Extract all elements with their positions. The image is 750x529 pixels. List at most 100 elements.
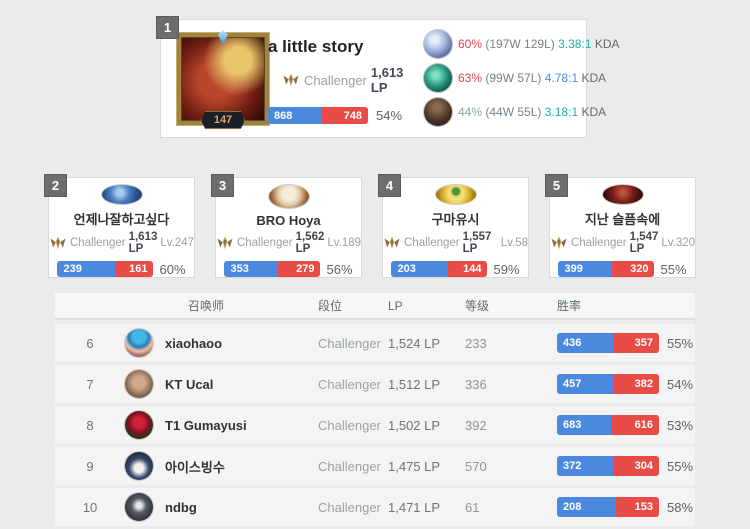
tier-line: Challenger 1,613 LP [282, 65, 418, 95]
gem-icon [218, 30, 228, 45]
losses-segment: 153 [615, 497, 659, 517]
rank5-player-card[interactable]: 5 지난 슬픔속에 Challenger 1,547 LP Lv.320 399… [545, 174, 696, 278]
level-label: Lv.189 [327, 237, 362, 249]
losses-segment: 279 [278, 261, 321, 277]
winrate-value: 55% [667, 458, 694, 474]
wins-segment: 353 [224, 261, 279, 277]
rank3-player-card[interactable]: 3 BRO Hoya Challenger 1,562 LP Lv.189 35… [211, 174, 362, 278]
level-value: 61 [465, 499, 480, 515]
summoner-name[interactable]: 지난 슬픔속에 [584, 212, 661, 227]
losses-segment: 161 [114, 261, 154, 277]
blue-hair-girl-summoner-icon[interactable] [125, 329, 153, 357]
champ-kda: 3.18:1 [544, 104, 579, 119]
champion-stat-row[interactable]: 60% (197W 129L) 3.38:1 KDA [424, 28, 620, 59]
winloss-bar: 457 382 [557, 374, 659, 394]
rank-number-badge: 4 [378, 174, 401, 197]
blue-orb-summoner-icon[interactable] [101, 185, 142, 204]
table-row[interactable]: 6 xiaohaoo Challenger 1,524 LP 233 436 3… [55, 324, 695, 362]
champion-stat-row[interactable]: 63% (99W 57L) 4.78:1 KDA [424, 62, 620, 93]
level-value: 570 [465, 458, 487, 474]
summoner-name[interactable]: KT Ucal [165, 376, 214, 392]
rank1-player-card[interactable]: 1 147 a little story Challenger 1,613 LP… [156, 16, 620, 138]
kda-label: KDA [594, 36, 620, 51]
row-rank: 7 [86, 376, 94, 392]
tier-label: Challenger [318, 335, 381, 351]
summoner-name[interactable]: BRO Hoya [256, 213, 321, 228]
summoner-name[interactable]: 언제나잘하고싶다 [73, 212, 170, 227]
header-level: 等级 [465, 299, 490, 313]
losses-segment: 616 [610, 415, 659, 435]
summoner-name[interactable]: 아이스빙수 [165, 459, 225, 475]
tier-label: Challenger [69, 237, 126, 249]
lp-value: 1,524 LP [388, 335, 441, 351]
champ-winrate: 63% [458, 70, 483, 85]
frost-champion-icon [424, 29, 452, 58]
tier-label: Challenger [404, 237, 460, 249]
row-rank: 6 [86, 335, 94, 351]
summoner-name[interactable]: ndbg [165, 499, 197, 515]
wins-segment: 239 [57, 261, 115, 277]
champ-kda: 3.38:1 [558, 36, 592, 51]
level-value: 392 [465, 417, 487, 433]
lp-value: 1,613 LP [370, 65, 404, 95]
challenger-crest-icon [551, 236, 567, 250]
losses-segment: 748 [321, 107, 368, 124]
lp-value: 1,475 LP [388, 458, 441, 474]
lp-value: 1,557 LP [462, 231, 492, 255]
wins-segment: 868 [268, 107, 322, 124]
rank2-player-card[interactable]: 2 언제나잘하고싶다 Challenger 1,613 LP Lv.247 23… [44, 174, 195, 278]
winrate-value: 55% [660, 261, 687, 277]
winrate-value: 60% [159, 261, 186, 277]
winloss-bar: 372 304 [557, 456, 659, 476]
golden-sprout-summoner-icon[interactable] [435, 185, 476, 204]
rank-number-badge: 3 [211, 174, 234, 197]
challenger-crest-icon [50, 236, 66, 250]
level-value: 233 [465, 335, 487, 351]
rank1-summoner-avatar[interactable]: 147 [177, 30, 269, 129]
summoner-name[interactable]: 구마유시 [431, 212, 480, 227]
losses-segment: 144 [447, 261, 488, 277]
rank4-player-card[interactable]: 4 구마유시 Challenger 1,557 LP Lv.58 203 144… [378, 174, 529, 278]
dark-champion-icon [424, 97, 452, 126]
champ-record: (44W 55L) [485, 104, 542, 119]
tier-label: Challenger [236, 237, 293, 249]
champ-record: (197W 129L) [485, 36, 555, 51]
header-lp: LP [388, 298, 403, 313]
lp-value: 1,613 LP [128, 231, 158, 255]
ranking-table: 召唤师 段位 LP 等级 胜率 6 xiaohaoo Challenger 1,… [55, 293, 695, 529]
table-row[interactable]: 9 아이스빙수 Challenger 1,475 LP 570 372 304 … [55, 447, 695, 485]
level-label: Lv.58 [500, 237, 528, 249]
tier-label: Challenger [318, 417, 381, 433]
header-winrate: 胜率 [557, 299, 582, 313]
summoner-name[interactable]: xiaohaoo [165, 335, 223, 351]
winloss-bar: 208 153 [557, 497, 659, 517]
challenger-crest-icon [283, 73, 299, 87]
row-rank: 10 [82, 499, 98, 515]
summoner-name[interactable]: T1 Gumayusi [165, 417, 247, 433]
header-summoner: 召唤师 [188, 299, 225, 313]
losses-segment: 357 [613, 333, 659, 353]
red-rose-summoner-icon[interactable] [125, 411, 153, 439]
challenger-crest-icon [384, 236, 400, 250]
winloss-bar: 436 357 [557, 333, 659, 353]
row-rank: 8 [86, 417, 94, 433]
table-row[interactable]: 7 KT Ucal Challenger 1,512 LP 336 457 38… [55, 365, 695, 403]
rank-number-badge: 2 [44, 174, 67, 197]
winrate-value: 58% [667, 499, 694, 515]
dark-skull-summoner-icon[interactable] [602, 185, 643, 204]
table-row[interactable]: 10 ndbg Challenger 1,471 LP 61 208 153 5… [55, 488, 695, 526]
kda-label: KDA [581, 70, 607, 85]
winloss-bar: 239 161 [57, 261, 154, 277]
screaming-poro-summoner-icon[interactable] [268, 185, 309, 208]
champion-stat-row[interactable]: 44% (44W 55L) 3.18:1 KDA [424, 96, 620, 127]
lp-value: 1,502 LP [388, 417, 441, 433]
penguin-summoner-icon[interactable] [125, 452, 153, 480]
level-value: 336 [465, 376, 487, 392]
summoner-name[interactable]: a little story [268, 37, 364, 56]
mustache-poro-summoner-icon[interactable] [125, 493, 153, 521]
lp-value: 1,562 LP [295, 231, 325, 255]
kda-label: KDA [581, 104, 607, 119]
wins-segment: 399 [558, 261, 612, 277]
table-row[interactable]: 8 T1 Gumayusi Challenger 1,502 LP 392 68… [55, 406, 695, 444]
brown-portrait-summoner-icon[interactable] [125, 370, 153, 398]
